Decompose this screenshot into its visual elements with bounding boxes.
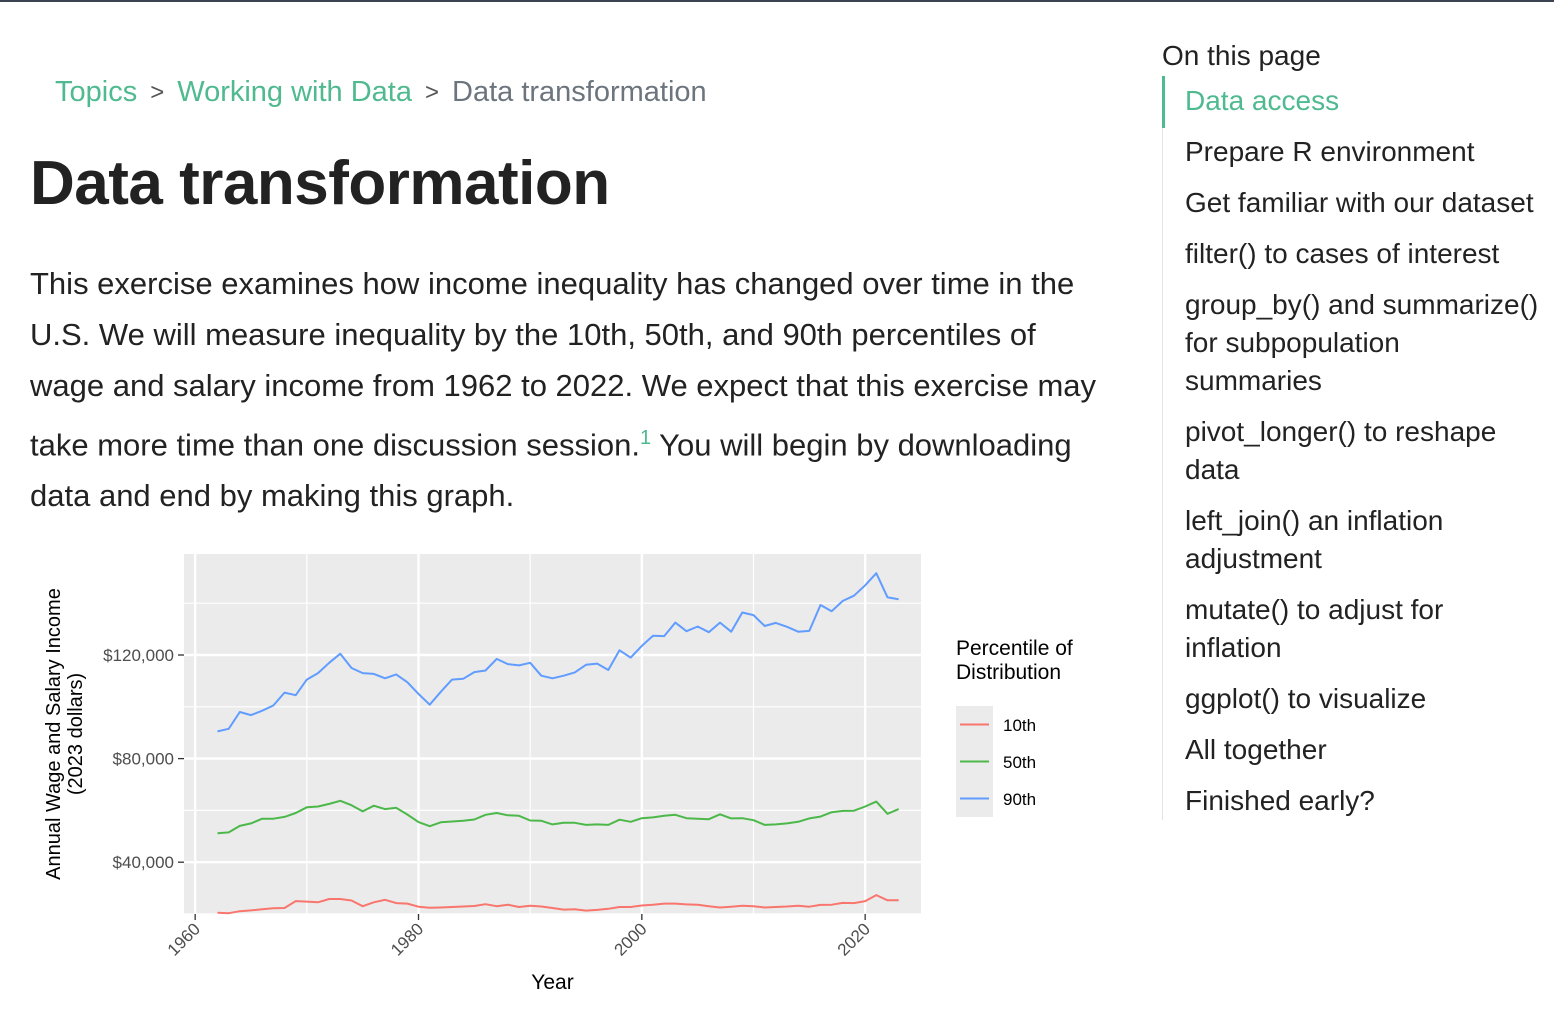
- toc-link[interactable]: left_join() an inflation adjustment: [1185, 505, 1444, 574]
- legend-title: Percentile of Distribution: [956, 637, 1073, 684]
- income-percentile-chart: $40,000 $80,000 $120,000 1960 1980 2000 2020 …: [30, 540, 1100, 1005]
- chart-svg: $40,000$80,000$120,000 1960 1980 2000 2020 …: [43, 554, 1073, 994]
- toc-item[interactable]: left_join() an inflation adjustment: [1185, 502, 1542, 578]
- y-tick-label: $80,000: [113, 750, 174, 769]
- toc-item[interactable]: ggplot() to visualize: [1185, 680, 1542, 718]
- grid-major-lines: [184, 554, 921, 914]
- series-line-50th: [217, 799, 900, 835]
- legend-label: 50th: [1003, 753, 1036, 772]
- y-tick-label: $40,000: [113, 853, 174, 872]
- breadcrumb-link-working-with-data[interactable]: Working with Data: [177, 76, 412, 108]
- x-tick-label: 2000: [610, 919, 650, 959]
- x-tick-label: 1960: [164, 919, 204, 959]
- toc-item[interactable]: Prepare R environment: [1185, 133, 1542, 171]
- series-line-90th: [217, 572, 899, 733]
- toc-item[interactable]: All together: [1185, 731, 1542, 769]
- x-axis-label: Year: [531, 971, 573, 994]
- toc-link[interactable]: filter() to cases of interest: [1185, 238, 1500, 269]
- breadcrumb-link-topics[interactable]: Topics: [55, 76, 138, 108]
- toc-item[interactable]: mutate() to adjust for inflation: [1185, 591, 1542, 667]
- toc-link[interactable]: group_by() and summarize() for subpopula…: [1185, 289, 1539, 396]
- breadcrumb-separator: >: [425, 78, 440, 106]
- y-axis: $40,000 $80,000 $120,000: [103, 646, 184, 872]
- toc-link[interactable]: ggplot() to visualize: [1185, 683, 1427, 714]
- intro-paragraph: This exercise examines how income inequa…: [30, 258, 1105, 521]
- x-tick-label: 2020: [834, 919, 874, 959]
- toc-item[interactable]: Finished early?: [1185, 782, 1542, 820]
- footnote-link[interactable]: 1: [639, 427, 652, 449]
- toc-link[interactable]: Get familiar with our dataset: [1185, 187, 1534, 218]
- chart-panel: [184, 554, 921, 914]
- legend-title-line: Distribution: [956, 661, 1061, 684]
- intro-text: This exercise examines how income inequa…: [30, 266, 1097, 463]
- legend-label: 90th: [1003, 790, 1036, 809]
- toc-link[interactable]: Finished early?: [1185, 785, 1375, 816]
- table-of-contents: On this page Data access Prepare R enviro…: [1162, 40, 1542, 833]
- toc-item[interactable]: Get familiar with our dataset: [1185, 184, 1542, 222]
- toc-link[interactable]: All together: [1185, 734, 1327, 765]
- top-border: [0, 0, 1554, 2]
- grid-minor-lines: [184, 554, 921, 915]
- series-lines: [217, 572, 900, 915]
- toc-link[interactable]: pivot_longer() to reshape data: [1185, 416, 1497, 485]
- y-axis-label: Annual Wage and Salary Income(2023 dolla…: [43, 588, 87, 880]
- toc-link[interactable]: Data access: [1185, 85, 1340, 116]
- toc-item[interactable]: filter() to cases of interest: [1185, 235, 1542, 273]
- toc-title: On this page: [1162, 40, 1321, 71]
- breadcrumb: Topics > Working with Data > Data transf…: [55, 76, 707, 109]
- toc-link[interactable]: Prepare R environment: [1185, 136, 1475, 167]
- chart-legend: Percentile of Distribution 10th 50th 90th: [956, 637, 1073, 817]
- footnote-superscript: 1: [640, 422, 651, 450]
- toc-list: Data access Prepare R environment Get fami…: [1162, 76, 1542, 820]
- breadcrumb-current: Data transformation: [452, 76, 707, 108]
- y-axis-label-line: (2023 dollars): [65, 673, 87, 795]
- legend-title-line: Percentile of: [956, 637, 1073, 660]
- y-tick-label: $120,000: [103, 646, 174, 665]
- intro-text-continued: You will begin by downloading data and e…: [30, 427, 1072, 514]
- y-axis-label-line: Annual Wage and Salary Income: [43, 588, 65, 880]
- x-axis: 1960 1980 2000 2020: [164, 914, 874, 960]
- toc-item[interactable]: Data access: [1162, 76, 1542, 128]
- page-title: Data transformation: [30, 149, 610, 218]
- toc-item[interactable]: group_by() and summarize() for subpopula…: [1185, 286, 1542, 400]
- breadcrumb-separator: >: [150, 78, 165, 106]
- legend-label: 10th: [1003, 716, 1036, 735]
- toc-link[interactable]: mutate() to adjust for inflation: [1185, 594, 1444, 663]
- series-line-10th: [217, 894, 899, 915]
- x-tick-label: 1980: [387, 919, 427, 959]
- toc-item[interactable]: pivot_longer() to reshape data: [1185, 413, 1542, 489]
